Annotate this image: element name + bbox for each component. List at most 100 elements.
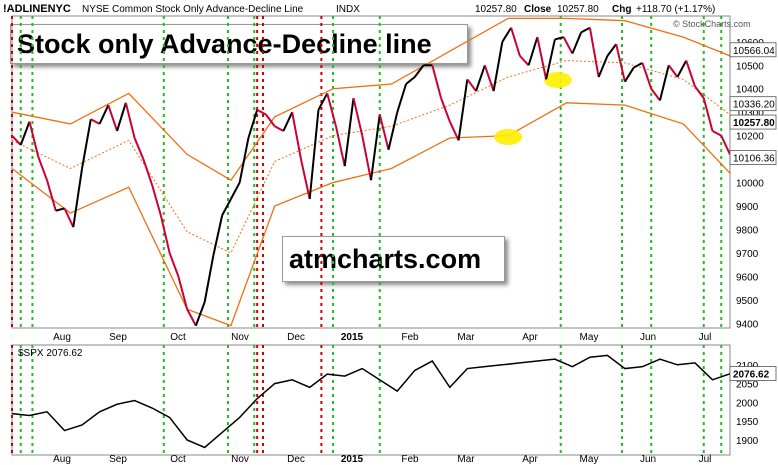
- adline-segment: [694, 85, 705, 99]
- price-tag-label: 10336.20: [733, 100, 775, 111]
- adline-segment: [186, 308, 197, 327]
- adline-segment: [396, 83, 407, 113]
- adline-segment: [221, 198, 232, 216]
- adline-segment: [203, 255, 215, 303]
- highlight-marker: [494, 129, 523, 145]
- adline-segment: [448, 121, 460, 141]
- adline-segment: [326, 93, 337, 127]
- adline-segment: [712, 130, 722, 137]
- adline-segment: [483, 64, 495, 92]
- price-tag-box: [729, 150, 777, 166]
- title-box: Stock only Advance-Decline line: [10, 24, 468, 64]
- spx-line: [11, 354, 731, 449]
- adline-segment: [633, 62, 643, 69]
- adline-segment: [265, 113, 276, 127]
- adline-segment: [361, 135, 372, 181]
- x-tick-label: Nov: [231, 454, 249, 465]
- adline-segment: [387, 111, 399, 150]
- adline-segment: [650, 88, 661, 102]
- price-tag-label: 2076.62: [733, 370, 770, 381]
- adline-segment: [230, 182, 241, 200]
- adline-segment: [11, 134, 22, 146]
- adline-segment: [28, 121, 40, 157]
- watermark-label: © StockCharts.com: [673, 19, 751, 29]
- adline-segment: [676, 60, 688, 78]
- adline-segment: [159, 215, 171, 254]
- x-tick-label: Sep: [109, 454, 127, 465]
- y-tick-label: 1900: [736, 436, 759, 447]
- adline-segment: [370, 114, 381, 181]
- adline-segment: [431, 65, 443, 99]
- x-tick-label: 2015: [341, 332, 364, 343]
- adline-segment: [554, 36, 564, 41]
- adline-segment: [606, 43, 617, 57]
- description-label: NYSE Common Stock Only Advance-Decline L…: [82, 4, 304, 15]
- x-tick-label: Oct: [170, 454, 186, 465]
- highlight-marker: [543, 72, 572, 88]
- adline-segment: [282, 111, 294, 132]
- x-tick-label: Dec: [287, 454, 305, 465]
- adline-segment: [142, 158, 154, 186]
- price-tag-label: 10106.36: [733, 154, 775, 165]
- adline-segment: [291, 111, 302, 160]
- middle-band-line: [11, 60, 731, 254]
- adline-segment: [413, 64, 425, 78]
- adline-segment: [81, 119, 92, 169]
- adline-segment: [510, 27, 521, 57]
- adline-segment: [641, 62, 653, 90]
- adline-segment: [168, 252, 180, 277]
- x-tick-label: Dec: [287, 332, 305, 343]
- lower-band-line: [11, 102, 731, 327]
- adline-segment: [378, 114, 390, 150]
- y-tick-label: 9400: [736, 319, 759, 330]
- adline-segment: [475, 64, 486, 92]
- adline-segment: [72, 168, 84, 228]
- exchange-label: INDX: [336, 4, 360, 15]
- y-tick-label: 2050: [736, 380, 759, 391]
- y-tick-label: 10000: [736, 179, 764, 190]
- spx-legend: $SPX 2076.62: [18, 348, 83, 359]
- close-label: Close: [524, 4, 552, 15]
- x-tick-label: May: [580, 454, 599, 465]
- price-tag-box: [729, 96, 777, 112]
- lower-panel-frame: [11, 344, 731, 456]
- close-value: 10257.80: [557, 4, 599, 15]
- chg-label: Chg: [612, 4, 631, 15]
- adline-segment: [212, 215, 224, 256]
- adline-segment: [177, 276, 189, 310]
- adline-segment: [457, 79, 469, 141]
- adline-segment: [274, 125, 284, 132]
- adline-segment: [685, 60, 696, 87]
- adline-segment: [536, 36, 548, 80]
- y-tick-label: 10500: [736, 61, 764, 72]
- x-tick-label: Jul: [699, 454, 712, 465]
- adline-segment: [37, 156, 48, 181]
- y-tick-label: 10400: [736, 85, 764, 96]
- y-tick-label: 1950: [736, 417, 759, 428]
- adline-segment: [107, 104, 119, 132]
- price-tag-label: 10566.04: [733, 46, 775, 57]
- y-tick-label: 9600: [736, 272, 759, 283]
- x-tick-label: May: [580, 332, 599, 343]
- adline-segment: [580, 26, 591, 34]
- adline-segment: [519, 55, 530, 66]
- adline-segment: [440, 97, 451, 122]
- adline-segment: [352, 97, 364, 136]
- adline-segment: [317, 92, 329, 111]
- adline-segment: [597, 55, 609, 78]
- adline-segment: [343, 97, 355, 167]
- chg-value: +118.70 (+1.17%): [636, 4, 715, 15]
- adline-segment: [98, 104, 110, 125]
- adline-segment: [720, 135, 731, 155]
- adline-segment: [658, 65, 670, 101]
- adline-segment: [308, 109, 320, 200]
- adline-segment: [194, 301, 206, 327]
- x-tick-label: Oct: [170, 332, 186, 343]
- adline-segment: [562, 36, 574, 55]
- x-tick-label: Jun: [640, 332, 656, 343]
- x-tick-label: Aug: [53, 332, 71, 343]
- adline-segment: [492, 41, 504, 92]
- adline-segment: [702, 97, 714, 132]
- adline-segment: [90, 118, 101, 125]
- x-tick-label: Nov: [231, 332, 249, 343]
